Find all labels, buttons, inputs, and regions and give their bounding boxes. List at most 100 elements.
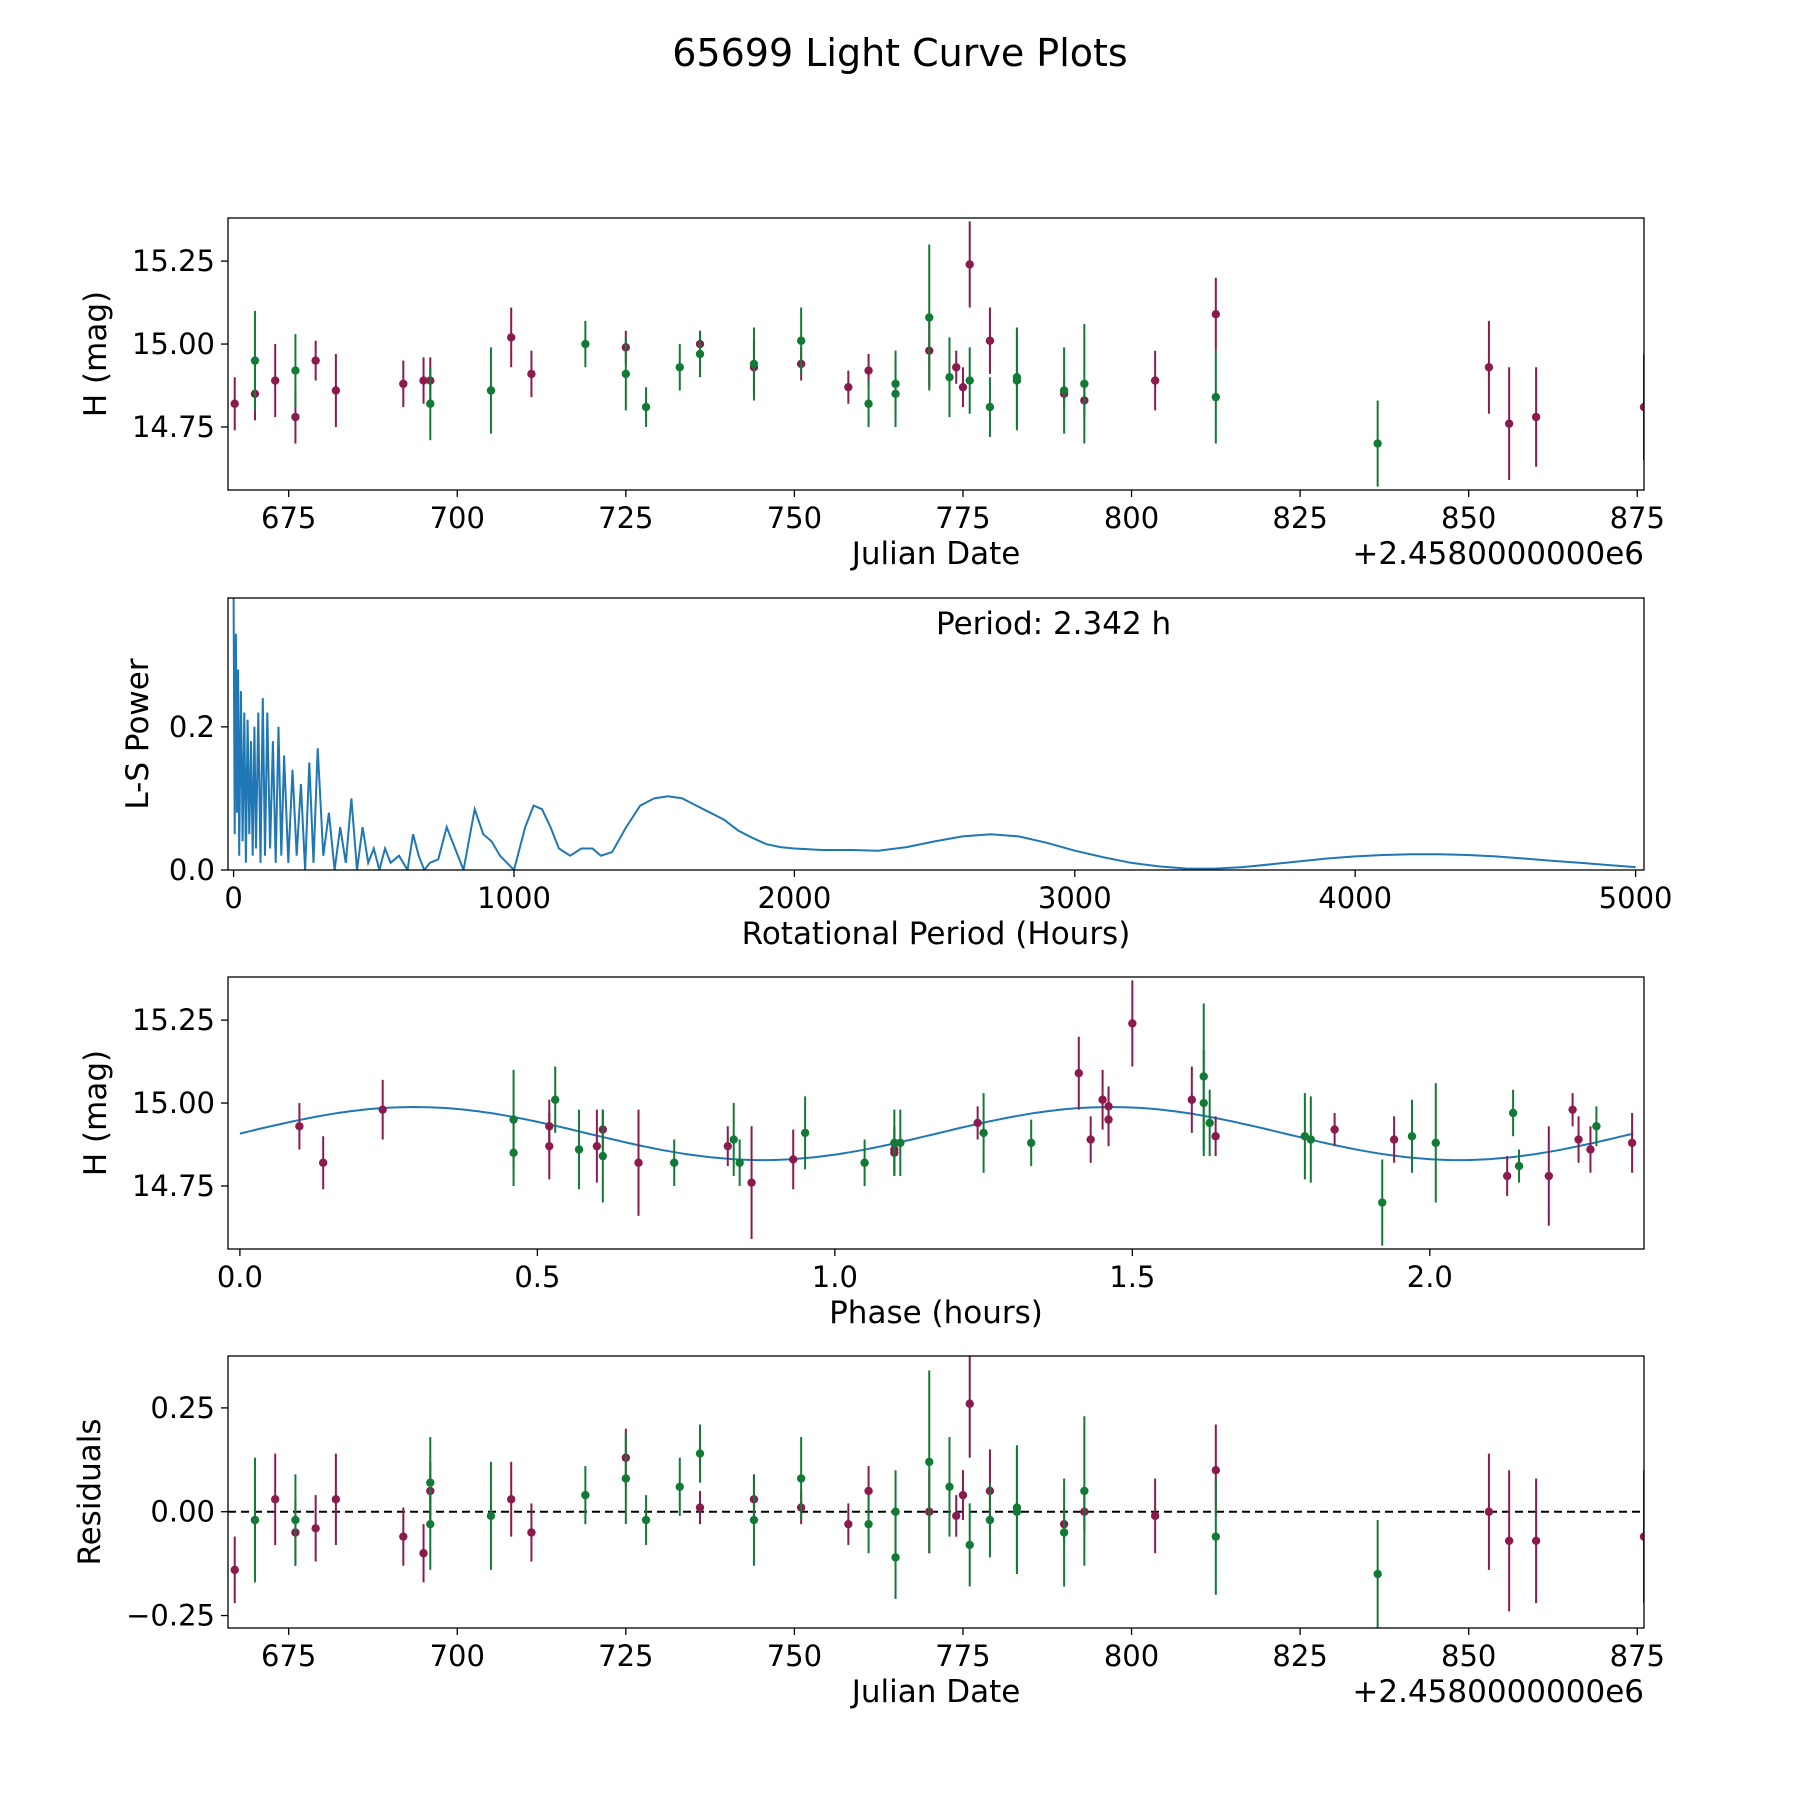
data-point-green <box>1211 1532 1221 1541</box>
data-point-green <box>965 1540 974 1550</box>
data-point-red <box>1531 1536 1541 1545</box>
data-point-red <box>1211 1132 1220 1141</box>
data-point-green <box>426 399 435 408</box>
data-point-red <box>1104 1115 1113 1124</box>
data-point-green <box>945 373 954 382</box>
data-point-red <box>973 1118 982 1128</box>
data-point-green <box>551 1095 560 1104</box>
x-tick-label-phase: 2.0 <box>1407 1260 1453 1294</box>
data-point-green <box>291 1515 300 1525</box>
y-tick-label-lc: 15.00 <box>132 327 215 361</box>
y-tick-label-res: 0.25 <box>150 1391 215 1425</box>
data-point-red <box>844 1519 853 1529</box>
x-tick-label-lc: 725 <box>598 501 653 535</box>
x-tick-label-ls: 1000 <box>477 881 551 915</box>
data-point-green <box>675 1482 684 1492</box>
data-point-red <box>789 1155 798 1164</box>
data-point-green <box>426 1519 435 1529</box>
data-point-green <box>749 359 759 369</box>
data-point-red <box>965 260 974 269</box>
data-point-green <box>925 313 934 322</box>
data-point-green <box>891 1553 900 1562</box>
data-point-green <box>1514 1161 1524 1171</box>
data-point-red <box>507 333 516 342</box>
data-point-red <box>958 382 968 392</box>
x-tick-label-ls: 3000 <box>1038 881 1112 915</box>
data-point-red <box>295 1122 304 1131</box>
data-point-green <box>621 1474 631 1483</box>
period-annotation: Period: 2.342 h <box>936 606 1171 642</box>
data-point-red <box>318 1158 328 1167</box>
data-point-green <box>735 1158 744 1167</box>
data-point-green <box>250 356 260 365</box>
x-tick-label-lc: 800 <box>1104 501 1159 535</box>
x-tick-label-ls: 2000 <box>757 881 831 915</box>
data-point-green <box>985 1515 995 1525</box>
model-fit-curve <box>239 1105 1634 1162</box>
x-tick-label-res: 675 <box>261 1639 316 1673</box>
x-offset-label-lc: +2.4580000000e6 <box>1352 536 1644 572</box>
panel-ls: 0 1000 2000 3000 4000 5000 0.0 0.2 Rotational Pe… <box>120 597 1672 952</box>
y-axis-label-ls: L-S Power <box>120 658 156 809</box>
figure-title: 65699 Light Curve Plots <box>672 31 1127 75</box>
data-point-red <box>331 1495 341 1504</box>
x-tick-label-res: 850 <box>1441 1639 1496 1673</box>
y-axis-label-res: Residuals <box>72 1418 108 1565</box>
data-point-green <box>695 349 705 359</box>
data-point-green <box>1508 1108 1518 1118</box>
data-point-green <box>864 1519 873 1529</box>
x-tick-label-phase: 1.5 <box>1109 1260 1155 1294</box>
y-tick-label-phase: 15.25 <box>132 1003 215 1037</box>
data-point-red <box>1639 1532 1644 1541</box>
data-point-red <box>1574 1135 1583 1144</box>
data-point-green <box>250 1515 260 1525</box>
data-point-red <box>1568 1105 1577 1114</box>
data-point-red <box>952 1511 961 1521</box>
x-tick-label-lc: 750 <box>767 501 822 535</box>
data-point-red <box>311 356 320 365</box>
data-point-green <box>670 1158 679 1167</box>
data-point-red <box>1098 1095 1107 1104</box>
data-point-green <box>800 1128 810 1138</box>
data-point-red <box>291 412 300 422</box>
data-point-green <box>896 1138 905 1148</box>
data-point-green <box>695 1449 705 1458</box>
data-point-red <box>399 1532 408 1541</box>
data-point-green <box>291 366 300 375</box>
x-tick-label-res: 725 <box>598 1639 653 1673</box>
data-point-green <box>1378 1198 1387 1207</box>
data-point-green <box>796 336 806 345</box>
data-point-red <box>1330 1125 1339 1134</box>
data-point-red <box>1086 1135 1095 1144</box>
y-tick-label-lc: 15.25 <box>132 244 215 278</box>
data-point-red <box>864 366 873 375</box>
y-tick-label-res: 0.00 <box>150 1495 215 1529</box>
x-tick-label-res: 800 <box>1104 1639 1159 1673</box>
data-point-red <box>419 1549 428 1558</box>
data-point-red <box>592 1141 602 1151</box>
x-tick-label-res: 775 <box>935 1639 990 1673</box>
panel-phase: 0.0 0.5 1.0 1.5 2.0 14.75 15.00 15.25 Phase (hou… <box>78 976 1645 1331</box>
data-point-green <box>1059 1528 1069 1537</box>
x-tick-label-ls: 4000 <box>1318 881 1392 915</box>
data-point-green <box>581 339 590 349</box>
y-tick-label-ls: 0.2 <box>169 710 215 744</box>
data-point-green <box>1592 1122 1601 1131</box>
data-point-green <box>749 1515 759 1525</box>
data-point-red <box>271 1495 280 1504</box>
data-point-red <box>399 379 408 389</box>
y-tick-label-ls: 0.0 <box>169 853 215 887</box>
data-point-green <box>1205 1118 1214 1128</box>
x-axis-label-ls: Rotational Period (Hours) <box>742 916 1131 952</box>
data-point-red <box>958 1490 968 1500</box>
data-point-green <box>891 1507 900 1516</box>
data-point-green <box>641 402 651 412</box>
y-axis-label-lc: H (mag) <box>78 291 114 417</box>
data-point-green <box>796 1474 806 1483</box>
data-point-red <box>864 1486 873 1496</box>
data-point-green <box>1407 1132 1417 1141</box>
x-tick-label-ls: 0 <box>224 881 242 915</box>
data-point-green <box>621 369 631 379</box>
data-point-red <box>1504 419 1514 428</box>
